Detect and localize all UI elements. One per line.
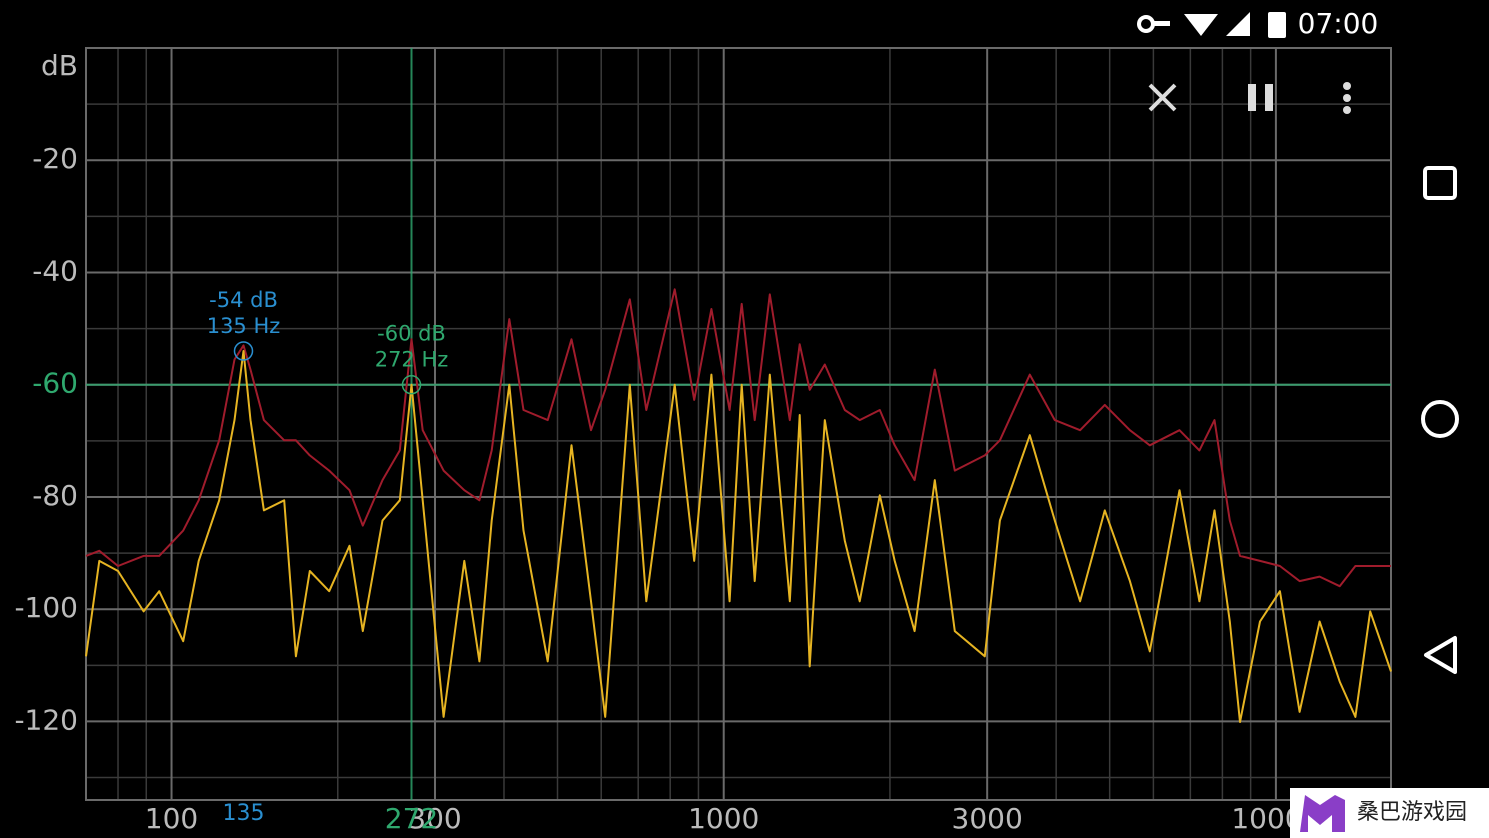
home-button[interactable]	[1421, 400, 1459, 438]
x-tick-label: 300	[408, 802, 461, 835]
spectrum-line	[85, 288, 1391, 588]
plot-frame	[85, 47, 1392, 801]
marker-axis-label: 135	[223, 801, 265, 826]
marker-axis-label: 272	[385, 802, 438, 835]
y-tick-label: -60	[32, 367, 78, 400]
watermark-text: 桑巴游戏园	[1357, 800, 1467, 825]
x-tick-label: 100	[145, 802, 198, 835]
y-tick-label: -80	[32, 479, 78, 512]
spectrum-line	[85, 350, 1392, 723]
marker-freq-label: 272 Hz	[375, 348, 449, 372]
y-tick-label: -40	[32, 254, 78, 287]
y-axis-label: dB	[41, 49, 78, 82]
back-button[interactable]	[1424, 636, 1457, 674]
recents-button[interactable]	[1423, 166, 1457, 200]
y-tick-label: -20	[32, 142, 78, 175]
peak-marker	[401, 374, 422, 395]
watermark-logo	[1300, 795, 1345, 832]
peak-marker	[233, 341, 254, 361]
status-icons	[1137, 12, 1286, 38]
marker-freq-label: 135 Hz	[207, 314, 281, 338]
clock: 07:00	[1298, 7, 1379, 40]
marker-db-label: -60 dB	[377, 322, 446, 346]
close-button[interactable]	[1148, 83, 1177, 112]
menu-button[interactable]	[1343, 82, 1351, 114]
y-tick-label: -120	[14, 703, 78, 736]
x-tick-label: 3000	[952, 802, 1023, 835]
pause-button[interactable]	[1248, 84, 1273, 111]
marker-db-label: -54 dB	[209, 288, 278, 312]
x-tick-label: 1000	[688, 802, 759, 835]
y-tick-label: -100	[14, 591, 78, 624]
